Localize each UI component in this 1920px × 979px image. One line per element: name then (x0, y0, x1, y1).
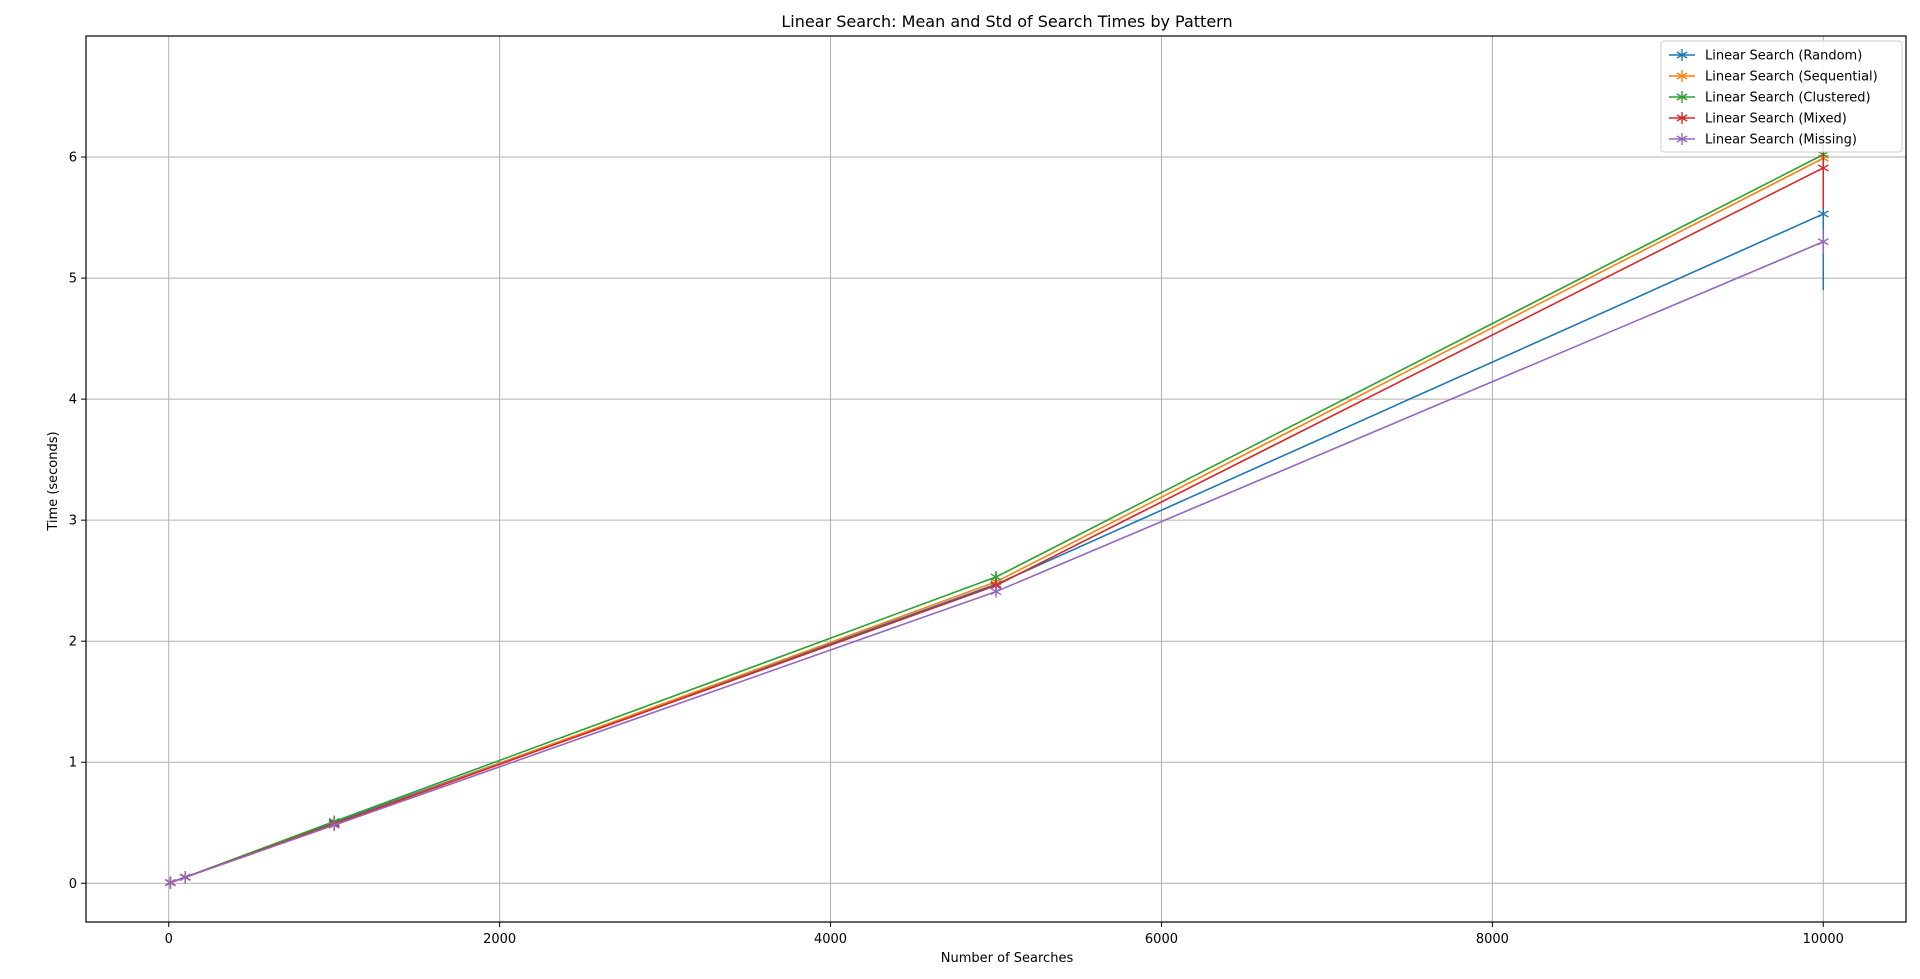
legend-label: Linear Search (Mixed) (1705, 112, 1847, 127)
legend-item: Linear Search (Sequential) (1669, 70, 1878, 85)
marker-stroke (179, 873, 191, 881)
legend-item: Linear Search (Clustered) (1669, 91, 1871, 106)
y-tick-label: 3 (69, 514, 77, 529)
legend-label: Linear Search (Clustered) (1705, 91, 1871, 106)
x-tick-label: 4000 (814, 932, 847, 947)
marker-stroke (1817, 210, 1829, 218)
y-tick-label: 4 (69, 393, 77, 408)
legend-label: Linear Search (Missing) (1705, 133, 1857, 148)
y-tick-label: 1 (69, 756, 77, 771)
y-tick-label: 0 (69, 877, 77, 892)
data-point (1817, 161, 1829, 174)
chart-title: Linear Search: Mean and Std of Search Ti… (781, 12, 1232, 31)
data-point (1817, 235, 1829, 248)
legend-box (1660, 40, 1903, 153)
x-axis-label: Number of Searches (941, 951, 1074, 966)
y-tick-label: 5 (69, 272, 77, 287)
marker-stroke (990, 587, 1002, 596)
marker-stroke (990, 573, 1002, 581)
legend-label: Linear Search (Random) (1705, 49, 1862, 64)
legend-marker (1676, 91, 1688, 103)
legend-marker (1676, 112, 1688, 124)
marker-stroke (1817, 238, 1829, 246)
x-tick-label: 8000 (1476, 932, 1509, 947)
data-point (164, 876, 176, 889)
series-lines (164, 127, 1829, 889)
x-tick-label: 0 (165, 932, 173, 947)
x-tick-label: 6000 (1145, 932, 1178, 947)
marker-stroke (1676, 135, 1688, 143)
x-tick-label: 2000 (483, 932, 516, 947)
legend-marker (1676, 49, 1688, 61)
marker-stroke (1676, 72, 1688, 80)
marker-stroke (1817, 164, 1829, 172)
legend: Linear Search (Random) Linear Search (Seq… (1660, 40, 1903, 153)
axes: 0 2000 4000 6000 8000 10000 0 1 2 3 4 5 6 (69, 35, 1907, 947)
y-axis-label: Time (seconds) (46, 431, 61, 531)
legend-item: Linear Search (Random) (1669, 49, 1862, 64)
legend-item: Linear Search (Missing) (1669, 133, 1857, 148)
marker-stroke (328, 821, 340, 829)
marker-stroke (1676, 51, 1688, 59)
marker-stroke (1676, 93, 1688, 101)
marker-stroke (164, 879, 176, 887)
legend-marker (1676, 133, 1688, 145)
series-5 (164, 229, 1829, 889)
y-tick-label: 6 (69, 151, 77, 166)
marker-stroke (990, 581, 1002, 590)
legend-marker (1676, 70, 1688, 82)
legend-label: Linear Search (Sequential) (1705, 70, 1878, 85)
data-point (328, 819, 340, 832)
y-tick-label: 2 (69, 635, 77, 650)
x-tick-label: 10000 (1803, 932, 1844, 947)
data-point (1817, 207, 1829, 220)
data-point (179, 871, 191, 884)
marker-stroke (1676, 114, 1688, 122)
data-point (990, 585, 1002, 598)
legend-item: Linear Search (Mixed) (1669, 112, 1847, 127)
plot-frame (85, 35, 1907, 923)
